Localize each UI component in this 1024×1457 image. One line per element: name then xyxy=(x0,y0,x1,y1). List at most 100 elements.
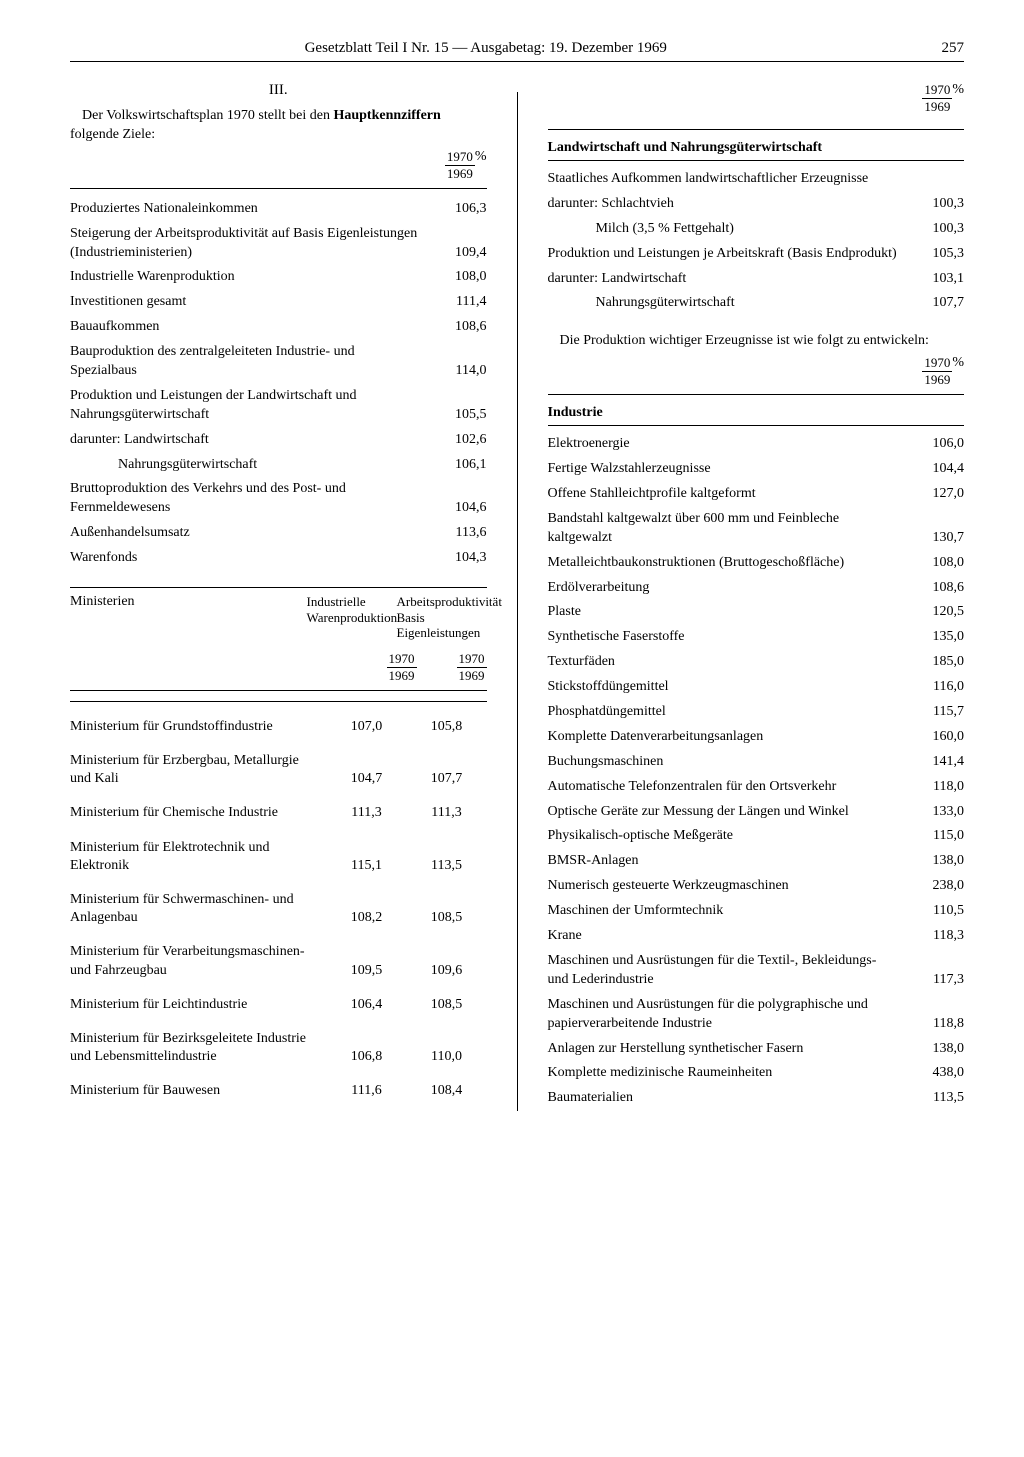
row-value: 106,3 xyxy=(429,200,487,219)
data-row: Offene Stahlleichtprofile kaltgeformt127… xyxy=(548,482,965,507)
data-row: Physikalisch-optische Meßgeräte115,0 xyxy=(548,824,965,849)
ratio-fraction: 1970 1969 xyxy=(922,82,952,115)
row-label: Anlagen zur Herstellung synthetischer Fa… xyxy=(548,1040,907,1059)
ministry-row: Ministerium für Grundstoffindustrie107,0… xyxy=(70,710,487,744)
row-label: Bruttoproduktion des Verkehrs und des Po… xyxy=(70,480,429,518)
row-value: 118,8 xyxy=(906,1015,964,1034)
data-row: Bruttoproduktion des Verkehrs und des Po… xyxy=(70,477,487,521)
ratio-fraction: 1970 1969 xyxy=(387,651,417,684)
data-row: Phosphatdüngemittel115,7 xyxy=(548,700,965,725)
row-value: 106,0 xyxy=(906,435,964,454)
row-label: Maschinen und Ausrüstungen für die Texti… xyxy=(548,952,907,990)
row-value: 108,0 xyxy=(906,554,964,573)
row-value: 100,3 xyxy=(906,220,964,239)
ministry-val2: 111,3 xyxy=(407,804,487,822)
data-row: Maschinen der Umformtechnik110,5 xyxy=(548,899,965,924)
row-label: Investitionen gesamt xyxy=(70,293,429,312)
row-label: Elektroenergie xyxy=(548,435,907,454)
ministry-val2: 108,5 xyxy=(407,909,487,927)
ministry-val1: 108,2 xyxy=(327,909,407,927)
min-header-col0: Ministerien xyxy=(70,594,307,641)
data-row: darunter: Schlachtvieh100,3 xyxy=(548,192,965,217)
ministry-label: Ministerium für Leichtindustrie xyxy=(70,996,327,1014)
data-row: Steigerung der Arbeitsproduktivität auf … xyxy=(70,222,487,266)
data-row: Maschinen und Ausrüstungen für die Texti… xyxy=(548,949,965,993)
page: Gesetzblatt Teil I Nr. 15 — Ausgabetag: … xyxy=(0,0,1024,1457)
row-value: 114,0 xyxy=(429,362,487,381)
row-label: Produktion und Leistungen der Landwirtsc… xyxy=(70,387,429,425)
ministry-val2: 108,4 xyxy=(407,1082,487,1100)
row-value: 238,0 xyxy=(906,877,964,896)
ministry-row: Ministerium für Schwermaschinen- und Anl… xyxy=(70,883,487,935)
data-row: Außenhandelsumsatz113,6 xyxy=(70,521,487,546)
row-value: 118,3 xyxy=(906,927,964,946)
row-label: Produktion und Leistungen je Arbeitskraf… xyxy=(548,245,907,264)
data-row: Bauaufkommen108,6 xyxy=(70,315,487,340)
ratio-top: 1970 xyxy=(922,355,952,372)
ratio-fraction: 1970 1969 xyxy=(457,651,487,684)
row-value: 115,0 xyxy=(906,827,964,846)
row-value: 113,6 xyxy=(429,524,487,543)
ministry-row: Ministerium für Bauwesen111,6108,4 xyxy=(70,1074,487,1108)
row-label: Automatische Telefonzentralen für den Or… xyxy=(548,778,907,797)
row-label: Krane xyxy=(548,927,907,946)
row-label: Nahrungsgüterwirtschaft xyxy=(70,456,429,475)
row-value: 105,5 xyxy=(429,406,487,425)
row-label: Synthetische Faserstoffe xyxy=(548,628,907,647)
data-row: Texturfäden185,0 xyxy=(548,650,965,675)
ministry-val2: 105,8 xyxy=(407,718,487,736)
row-value: 116,0 xyxy=(906,678,964,697)
ratio-bot: 1969 xyxy=(922,372,952,388)
row-value: 138,0 xyxy=(906,1040,964,1059)
row-label: Physikalisch-optische Meßgeräte xyxy=(548,827,907,846)
row-label: BMSR-Anlagen xyxy=(548,852,907,871)
ind-section-title: Industrie xyxy=(548,405,965,426)
row-value: 185,0 xyxy=(906,653,964,672)
right-column: 1970 1969 % Landwirtschaft und Nahrungsg… xyxy=(548,82,965,1111)
ministry-row: Ministerium für Bezirksgeleitete Industr… xyxy=(70,1022,487,1074)
data-row: Erdölverarbeitung108,6 xyxy=(548,576,965,601)
ratio-bot: 1969 xyxy=(457,668,487,684)
ratio-top: 1970 xyxy=(922,82,952,99)
row-value: 106,1 xyxy=(429,456,487,475)
ratio-top: 1970 xyxy=(457,651,487,668)
data-row: Automatische Telefonzentralen für den Or… xyxy=(548,775,965,800)
data-row: Staatliches Aufkommen landwirtschaftlich… xyxy=(548,167,965,192)
ministry-val1: 104,7 xyxy=(327,770,407,788)
ratio-bot: 1969 xyxy=(445,166,475,182)
row-label: darunter: Landwirtschaft xyxy=(70,431,429,450)
data-row: Metalleichtbaukonstruktionen (Bruttogesc… xyxy=(548,551,965,576)
row-label: Plaste xyxy=(548,603,907,622)
data-row: Anlagen zur Herstellung synthetischer Fa… xyxy=(548,1037,965,1062)
ministry-val1: 107,0 xyxy=(327,718,407,736)
row-value: 141,4 xyxy=(906,753,964,772)
ministry-val1: 109,5 xyxy=(327,962,407,980)
page-header: Gesetzblatt Teil I Nr. 15 — Ausgabetag: … xyxy=(70,40,964,62)
data-row: Bandstahl kaltgewalzt über 600 mm und Fe… xyxy=(548,507,965,551)
ministry-label: Ministerium für Bauwesen xyxy=(70,1082,327,1100)
row-label: Nahrungsgüterwirtschaft xyxy=(548,294,907,313)
row-label: darunter: Landwirtschaft xyxy=(548,270,907,289)
ratio-header-left: 1970 1969 % xyxy=(70,149,487,189)
row-label: Numerisch gesteuerte Werkzeugmaschinen xyxy=(548,877,907,896)
row-label: Fertige Walzstahlerzeugnisse xyxy=(548,460,907,479)
intro-pre: Der Volkswirtschaftsplan 1970 stellt bei… xyxy=(82,108,333,123)
ministry-val1: 111,3 xyxy=(327,804,407,822)
data-row: Nahrungsgüterwirtschaft106,1 xyxy=(70,453,487,478)
row-label: Offene Stahlleichtprofile kaltgeformt xyxy=(548,485,907,504)
data-row: Buchungsmaschinen141,4 xyxy=(548,750,965,775)
data-row: Warenfonds104,3 xyxy=(70,546,487,571)
ministry-val2: 108,5 xyxy=(407,996,487,1014)
min-header-col2: Arbeitsproduktivität Basis Eigenleistung… xyxy=(397,594,487,641)
row-label: Komplette medizinische Raumeinheiten xyxy=(548,1064,907,1083)
row-label: Industrielle Warenproduktion xyxy=(70,268,429,287)
data-row: Produktion und Leistungen je Arbeitskraf… xyxy=(548,242,965,267)
ratio-bot: 1969 xyxy=(387,668,417,684)
prod-text: Die Produktion wichtiger Erzeugnisse ist… xyxy=(548,332,965,351)
row-value: 104,6 xyxy=(429,499,487,518)
data-row: Bauproduktion des zentralgeleiteten Indu… xyxy=(70,340,487,384)
row-label: Bauaufkommen xyxy=(70,318,429,337)
ratio-top: 1970 xyxy=(387,651,417,668)
ministry-val2: 107,7 xyxy=(407,770,487,788)
ministry-val2: 113,5 xyxy=(407,857,487,875)
